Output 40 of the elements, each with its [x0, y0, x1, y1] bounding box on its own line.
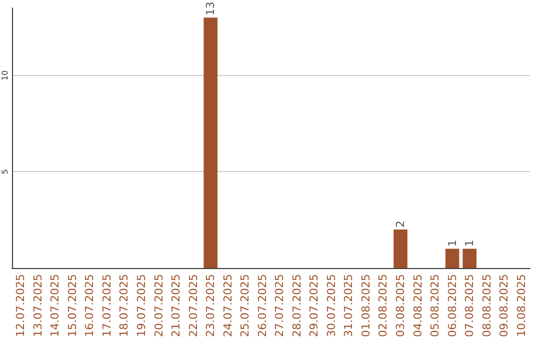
x-tick-label: 21.07.2025 — [170, 274, 183, 338]
bar — [204, 18, 218, 268]
bar — [462, 248, 476, 268]
x-tick-label: 25.07.2025 — [238, 274, 252, 338]
x-tick-label: 16.07.2025 — [83, 274, 96, 338]
x-tick-label: 04.08.2025 — [411, 274, 424, 338]
bar — [394, 229, 408, 268]
x-tick-label: 28.07.2025 — [290, 274, 304, 338]
x-tick-label: 05.08.2025 — [428, 274, 442, 338]
x-tick-label: 23.07.2025 — [204, 274, 218, 338]
x-tick-label: 31.07.2025 — [342, 274, 356, 338]
data-label: 1 — [446, 240, 459, 247]
x-tick-label: 29.07.2025 — [308, 274, 321, 338]
data-label: 1 — [463, 240, 476, 247]
x-tick-label: 14.07.2025 — [48, 274, 62, 338]
x-tick-label: 17.07.2025 — [100, 274, 114, 338]
x-tick-label: 18.07.2025 — [118, 274, 131, 338]
data-label: 13 — [204, 2, 218, 16]
x-tick-label: 02.08.2025 — [376, 274, 390, 338]
x-tick-label: 30.07.2025 — [324, 274, 338, 338]
x-tick-label: 12.07.2025 — [14, 274, 28, 338]
x-tick-label: 01.08.2025 — [359, 274, 372, 338]
x-tick-label: 10.08.2025 — [514, 274, 528, 338]
x-tick-label: 07.08.2025 — [463, 274, 476, 338]
x-tick-label: 19.07.2025 — [135, 274, 148, 338]
y-tick-label: 5 — [0, 169, 10, 174]
x-tick-label: 15.07.2025 — [66, 274, 79, 338]
x-tick-label: 27.07.2025 — [273, 274, 286, 338]
x-tick-label: 09.08.2025 — [498, 274, 511, 338]
bar — [445, 248, 460, 268]
x-tick-label: 08.08.2025 — [480, 274, 494, 338]
data-label: 2 — [394, 220, 407, 228]
x-tick-label: 22.07.2025 — [186, 274, 200, 338]
x-tick-label: 26.07.2025 — [256, 274, 269, 338]
y-tick-label: 10 — [0, 70, 10, 81]
x-tick-label: 13.07.2025 — [31, 274, 44, 338]
x-tick-label: 03.08.2025 — [394, 274, 407, 338]
x-tick-label: 06.08.2025 — [446, 274, 459, 338]
x-tick-label: 20.07.2025 — [152, 274, 166, 338]
x-tick-label: 24.07.2025 — [221, 274, 234, 338]
